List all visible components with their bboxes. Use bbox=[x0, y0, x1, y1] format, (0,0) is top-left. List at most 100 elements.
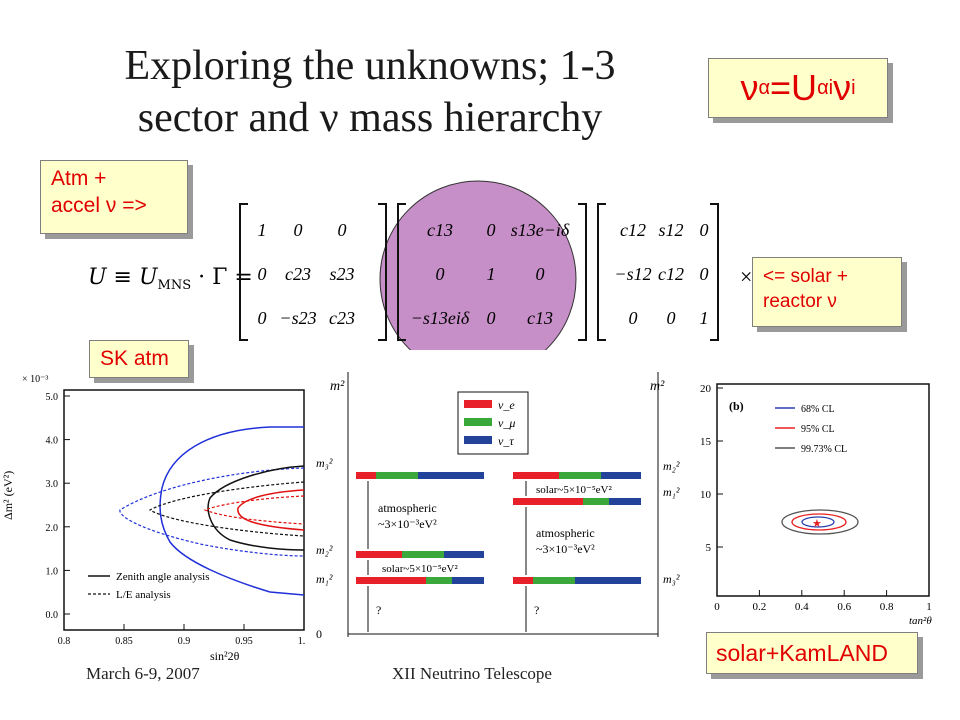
inverted-level-m2 bbox=[513, 472, 641, 479]
kam-ytick-label: 5 bbox=[706, 542, 712, 554]
bracket-left-2 bbox=[397, 203, 406, 341]
formula-lhs-sub: α bbox=[758, 76, 771, 99]
sk-xtick-label: 0.9 bbox=[178, 636, 191, 647]
kam-legend-68: 68% CL bbox=[801, 404, 835, 415]
formula-eq: =U bbox=[770, 67, 818, 108]
title-line-2: sector and ν mass hierarchy bbox=[137, 95, 603, 141]
sk-xtick-label: 1.0 bbox=[298, 636, 305, 647]
legend-swatch-nue bbox=[464, 400, 492, 408]
matrix-2-cell: 1 bbox=[487, 264, 496, 284]
sk-ytick-label: 0.0 bbox=[46, 610, 59, 621]
matrix-2-cell: 0 bbox=[536, 264, 545, 284]
sk-xlabel: sin²2θ bbox=[210, 649, 240, 662]
matrix-1-cell: 0 bbox=[258, 264, 267, 284]
footer-conference: XII Neutrino Telescope bbox=[392, 664, 552, 683]
kam-contour-68 bbox=[801, 516, 835, 528]
formula-rhs-sub: i bbox=[851, 76, 856, 99]
bracket-left-1 bbox=[239, 203, 248, 341]
normal-level-m3 bbox=[356, 472, 484, 479]
sk-contour-black-dashed bbox=[148, 481, 305, 537]
inverted-label-m1: m₁² bbox=[663, 485, 680, 499]
sk-contour-red-dashed bbox=[203, 495, 305, 525]
matrix-3-cell: s12 bbox=[658, 220, 683, 240]
inverted-level-m3 bbox=[513, 577, 641, 584]
normal-solar-label: solar~5×10⁻⁵eV² bbox=[382, 563, 459, 575]
footer-date: March 6-9, 2007 bbox=[86, 664, 200, 683]
legend-nutau: ν_τ bbox=[498, 434, 514, 448]
kam-contour-9973 bbox=[781, 509, 859, 535]
kam-panel-label: (b) bbox=[729, 399, 744, 413]
matrix-3-cell: c12 bbox=[658, 264, 684, 284]
sk-contour-blue-solid bbox=[159, 426, 305, 596]
normal-level-m2 bbox=[356, 551, 484, 558]
sk-ytick-label: 3.0 bbox=[46, 479, 59, 490]
sk-ticks: 0.8 0.85 0.9 0.95 1.0 5.0 4.0 3.0 2.0 1.0 0.0 bbox=[46, 392, 306, 647]
inverted-label-m2: m₂² bbox=[663, 459, 680, 473]
normal-label-m2: m₂² bbox=[316, 543, 333, 557]
slide-title: Exploring the unknowns; 1-3 sector and ν… bbox=[60, 40, 680, 144]
atm-accel-callout: Atm + accel ν => bbox=[40, 160, 188, 234]
matrix-1-cell: 1 bbox=[258, 220, 267, 240]
matrix-2-cell: s13e−iδ bbox=[511, 220, 570, 240]
mass-hierarchy-diagram: m² m² ν_e ν_μ ν_τ m₃² m₂² m₁² atmospheri… bbox=[308, 362, 693, 662]
sk-contour-black-solid bbox=[207, 465, 305, 551]
solar-reactor-callout: <= solar + reactor ν bbox=[752, 257, 902, 327]
matrix-2-cell: c13 bbox=[527, 308, 553, 328]
hierarchy-right-axis-label: m² bbox=[650, 379, 665, 394]
matrix-3-cell: 0 bbox=[667, 308, 676, 328]
matrix-lhs: U ≡ UMNS · Γ = bbox=[88, 265, 253, 293]
matrix-1-cell: c23 bbox=[285, 264, 311, 284]
matrix-3-cell: 0 bbox=[700, 264, 709, 284]
matrix-1-cell: 0 bbox=[294, 220, 303, 240]
matrix-2-cell: −s13eiδ bbox=[411, 308, 470, 328]
bracket-right-2 bbox=[578, 203, 587, 341]
kam-plot-frame bbox=[716, 383, 930, 597]
inverted-atm-label: atmospheric bbox=[536, 526, 595, 540]
legend-swatch-numu bbox=[464, 418, 492, 426]
sk-xtick-label: 0.8 bbox=[58, 636, 71, 647]
matrix-1-cell: 0 bbox=[258, 308, 267, 328]
matrix-1-cell: s23 bbox=[329, 264, 354, 284]
bracket-left-3 bbox=[597, 203, 606, 341]
sk-xtick-label: 0.95 bbox=[235, 636, 253, 647]
kam-legend-95: 95% CL bbox=[801, 424, 835, 435]
solar-reactor-line-2: reactor ν bbox=[763, 291, 837, 312]
matrix-2: c13 0 s13e−iδ 0 1 0 −s13eiδ 0 c13 bbox=[411, 220, 570, 328]
legend-numu: ν_μ bbox=[498, 416, 515, 430]
kam-xtick-label: 1 bbox=[926, 601, 932, 613]
solar-kamland-callout: solar+KamLAND bbox=[706, 632, 918, 674]
kam-ytick-label: 15 bbox=[700, 436, 712, 448]
sk-contour-blue-dashed bbox=[119, 467, 305, 557]
formula-u-sub: αi bbox=[817, 76, 834, 99]
sk-legend-le: L/E analysis bbox=[116, 589, 171, 601]
atm-line-2: accel ν => bbox=[51, 194, 147, 217]
sk-exponent-label: × 10⁻³ bbox=[22, 374, 48, 385]
inverted-atm-value: ~3×10⁻³eV² bbox=[536, 542, 595, 556]
kam-ytick-label: 10 bbox=[700, 489, 712, 501]
mns-matrix-equation: U ≡ UMNS · Γ = 1 0 0 0 c23 s23 0 −s23 c23 c13 0 s1… bbox=[88, 180, 752, 350]
solar-reactor-line-1: <= solar + bbox=[763, 266, 849, 287]
inverted-question: ? bbox=[534, 603, 539, 617]
normal-label-m1: m₁² bbox=[316, 572, 333, 586]
hierarchy-zero-label: 0 bbox=[316, 627, 322, 641]
matrix-highlight-circle bbox=[379, 180, 577, 350]
sk-legend-zenith: Zenith angle analysis bbox=[116, 571, 209, 583]
sk-ylabel: Δm² (eV²) bbox=[1, 471, 15, 520]
kam-xtick-label: 0 bbox=[714, 601, 720, 613]
formula-lhs: ν bbox=[740, 67, 759, 108]
inverted-solar-label: solar~5×10⁻⁵eV² bbox=[536, 484, 613, 496]
sk-contour-red-solid bbox=[237, 489, 305, 531]
normal-atm-value: ~3×10⁻³eV² bbox=[378, 517, 437, 531]
matrix-2-cell: 0 bbox=[436, 264, 445, 284]
matrix-3-cell: −s12 bbox=[614, 264, 651, 284]
matrix-3-cell: 1 bbox=[700, 308, 709, 328]
formula-rhs: ν bbox=[833, 67, 852, 108]
legend-nue: ν_e bbox=[498, 398, 515, 412]
inverted-level-m1 bbox=[513, 498, 641, 505]
kam-xtick-label: 0.2 bbox=[753, 601, 767, 613]
normal-question: ? bbox=[376, 603, 381, 617]
bracket-right-1 bbox=[378, 203, 387, 341]
matrix-3-cell: c12 bbox=[620, 220, 646, 240]
